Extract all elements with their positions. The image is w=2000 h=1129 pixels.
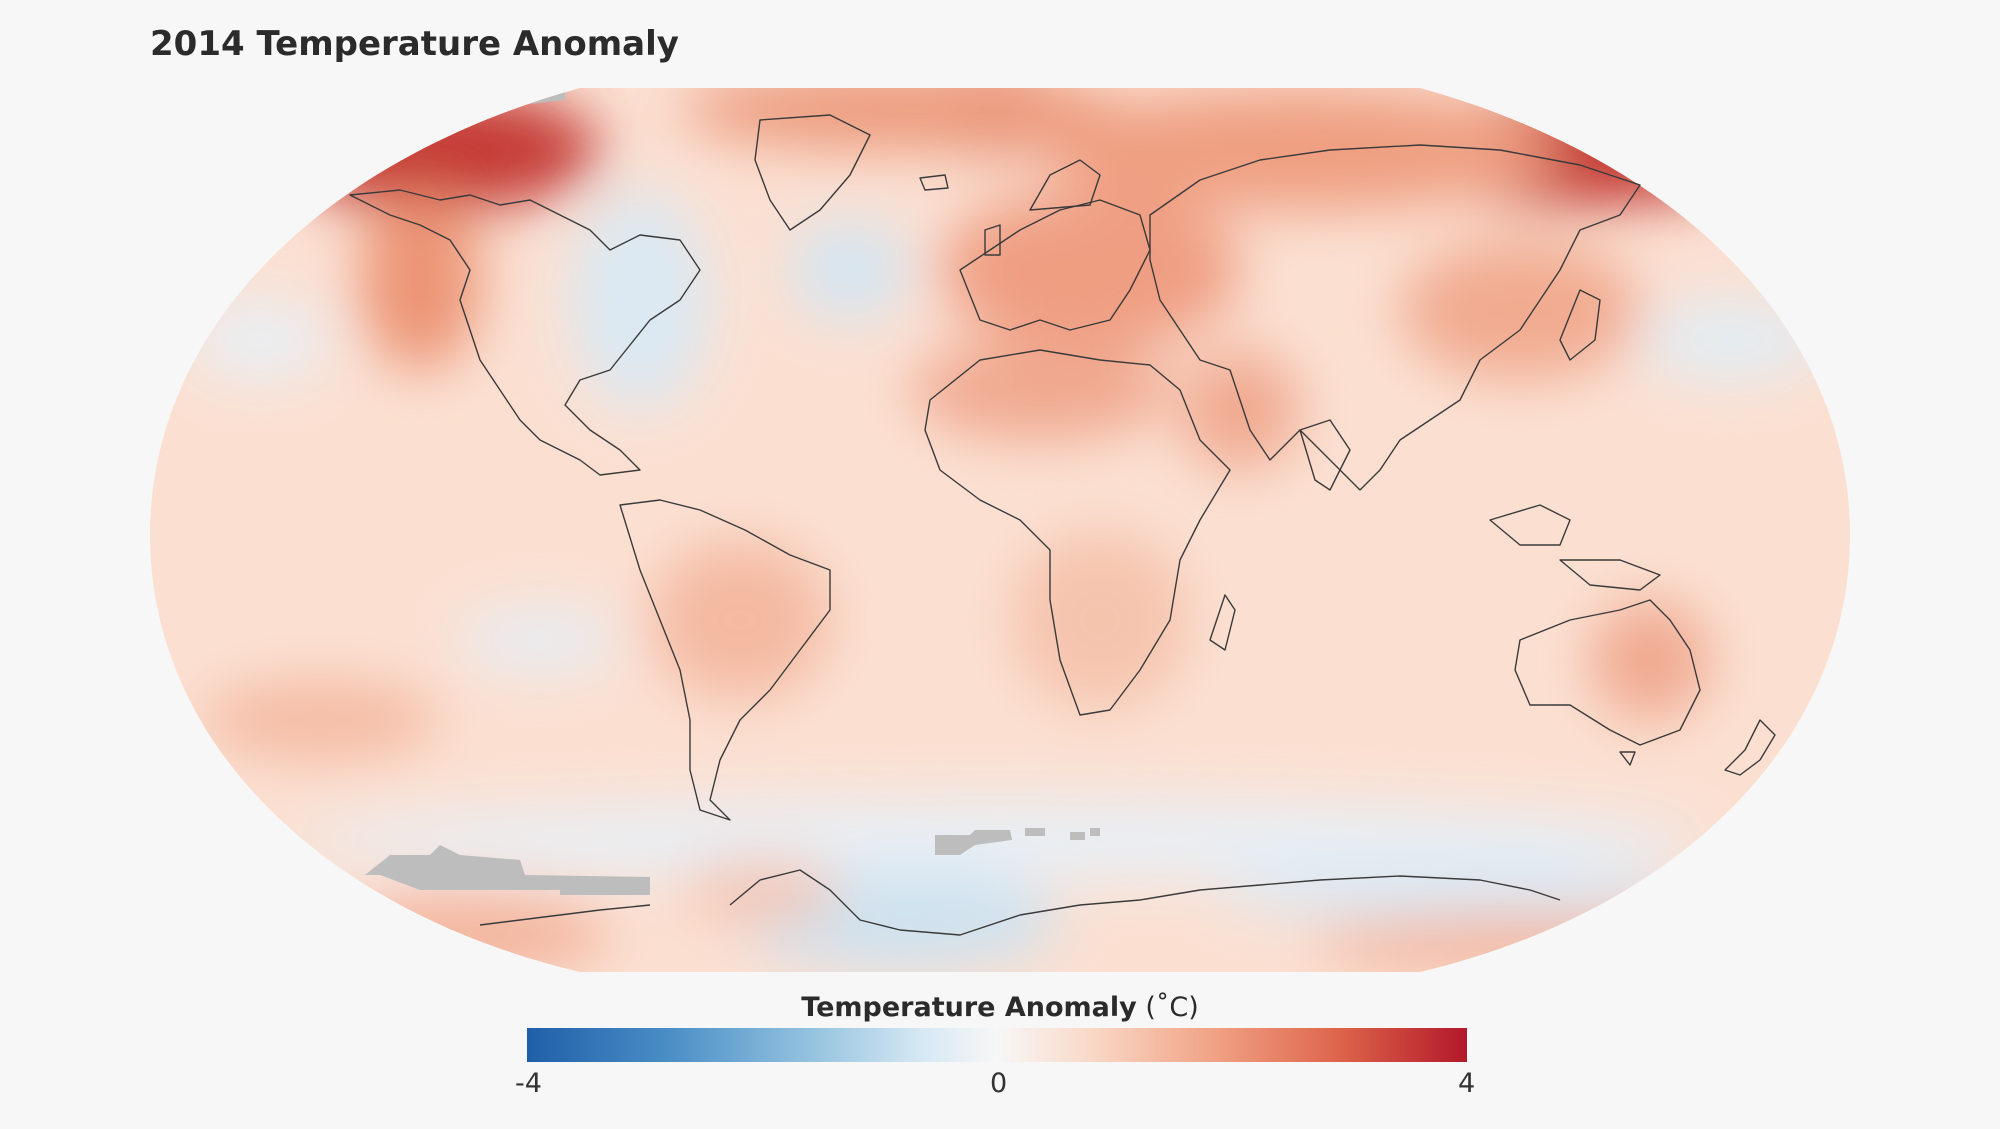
colorbar-max-label: 4 [1458,1068,1476,1099]
map-title: 2014 Temperature Anomaly [150,24,679,64]
colorbar-mid-label: 0 [990,1068,1008,1099]
legend-title: Temperature Anomaly (˚C) [0,992,2000,1023]
colorbar-min-label: -4 [515,1068,542,1099]
legend-title-text: Temperature Anomaly [801,992,1137,1023]
colorbar [527,1028,1467,1062]
coastlines [349,114,1776,936]
legend-unit: (˚C) [1145,992,1199,1023]
